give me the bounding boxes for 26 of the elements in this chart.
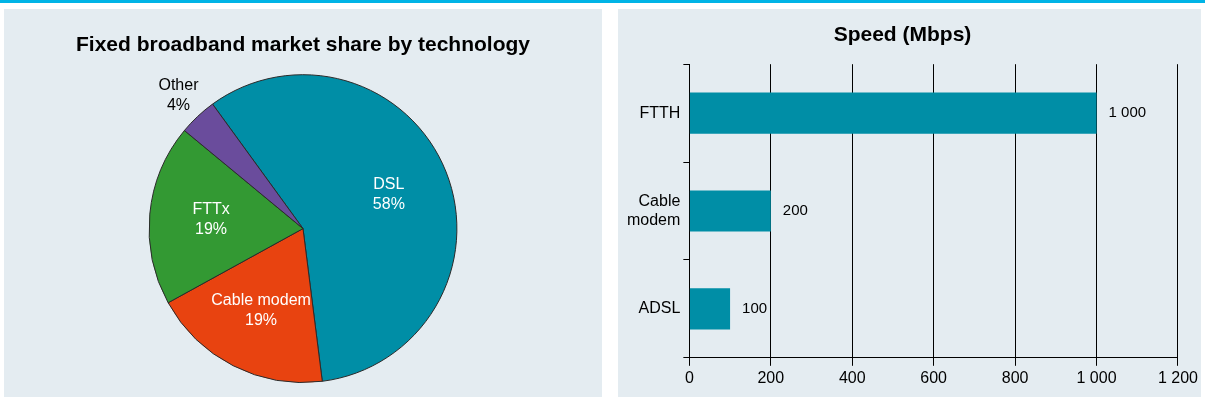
x-tick-label: 600 bbox=[920, 368, 948, 386]
data-label: 100 bbox=[742, 299, 768, 317]
x-tick-label: 0 bbox=[684, 368, 694, 386]
slice-label: Cable modem bbox=[211, 291, 311, 309]
x-tick-label: 1 200 bbox=[1157, 368, 1199, 386]
bar bbox=[689, 190, 771, 232]
y-tick-label: Cable modem bbox=[626, 191, 681, 229]
chart-title: Speed (Mbps) bbox=[833, 22, 972, 46]
data-label: 19% bbox=[195, 220, 228, 238]
y-tick-label: ADSL bbox=[638, 299, 681, 317]
data-label: 200 bbox=[782, 201, 808, 219]
slice-label: FTTx bbox=[192, 200, 230, 218]
bar bbox=[689, 288, 731, 330]
bar bbox=[689, 92, 1097, 134]
y-tick-label: FTTH bbox=[639, 103, 681, 121]
data-label: 19% bbox=[245, 311, 278, 329]
x-tick-label: 800 bbox=[1001, 368, 1029, 386]
data-label: 58% bbox=[372, 195, 405, 213]
data-label: 4% bbox=[166, 96, 191, 114]
x-tick-label: 400 bbox=[838, 368, 866, 386]
chart-title: Fixed broadband market share by technology bbox=[76, 32, 531, 56]
x-tick-label: 200 bbox=[757, 368, 785, 386]
slice-label: Other bbox=[158, 76, 200, 94]
slice-label: DSL bbox=[373, 175, 405, 193]
x-tick-label: 1 000 bbox=[1076, 368, 1117, 386]
data-label: 1 000 bbox=[1108, 103, 1147, 121]
